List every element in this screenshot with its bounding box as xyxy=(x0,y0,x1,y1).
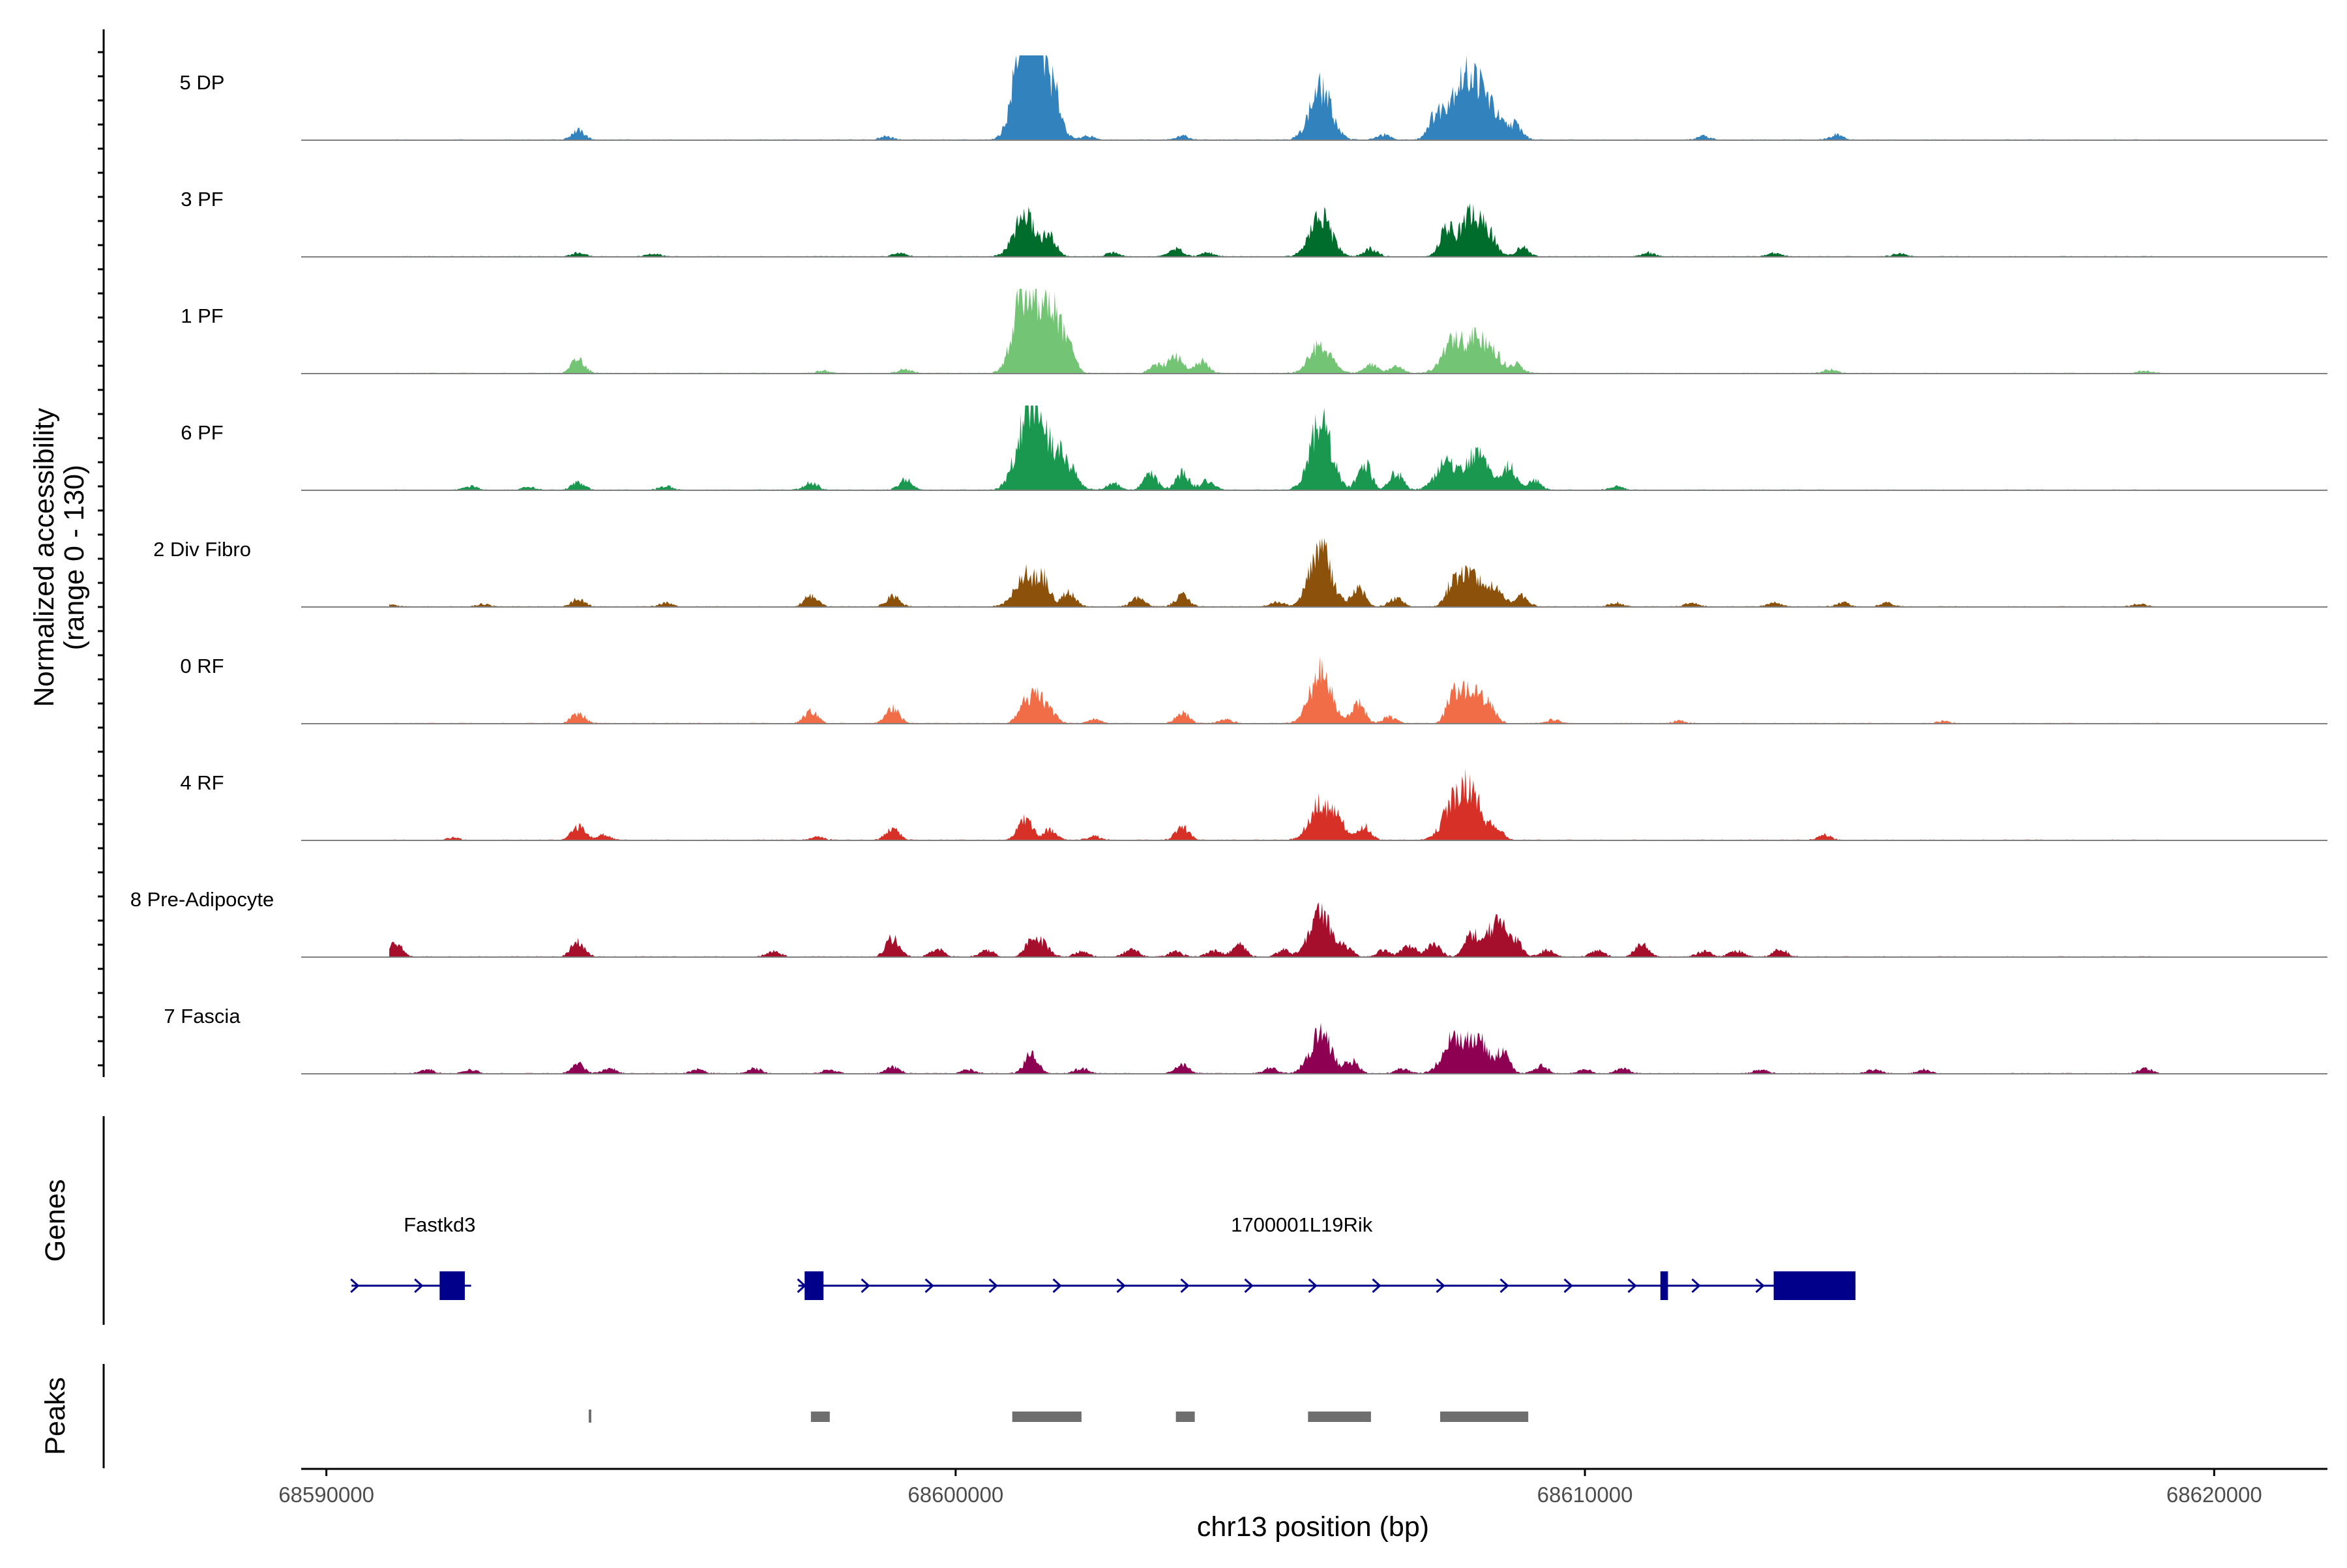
track-label: 2 Div Fibro xyxy=(153,538,251,561)
strand-arrow xyxy=(1499,1278,1509,1294)
coverage-area xyxy=(389,537,2164,607)
x-axis-ticks: 68590000 68600000 68610000 68620000 xyxy=(278,1469,2262,1507)
strand-arrow xyxy=(1308,1278,1318,1294)
x-tick-label: 68610000 xyxy=(1537,1483,1633,1507)
coverage-area xyxy=(389,656,2164,724)
gene-model: 1700001L19Rik xyxy=(797,1213,1856,1300)
strand-arrow xyxy=(861,1278,870,1294)
strand-arrow xyxy=(1436,1278,1445,1294)
coverage-track: 3 PF xyxy=(181,188,2327,258)
track-label: 1 PF xyxy=(181,304,223,327)
coverage-axis-range: (range 0 - 130) xyxy=(59,465,90,650)
strand-arrow xyxy=(1755,1278,1765,1294)
coverage-area xyxy=(389,203,2164,257)
peak-region xyxy=(1440,1412,1529,1422)
strand-arrow xyxy=(1627,1278,1637,1294)
coverage-track: 5 DP xyxy=(180,55,2327,141)
gene-label: Fastkd3 xyxy=(404,1213,475,1236)
coverage-tracks: 5 DP 3 PF 1 PF 6 PF 2 Div Fibro 0 RF 4 RF 8 Pre… xyxy=(130,55,2327,1074)
coverage-y-ticks xyxy=(98,51,104,1067)
coverage-axis: Normalized accessibility (range 0 - 130) xyxy=(29,29,105,1077)
coverage-track: 0 RF xyxy=(180,655,2327,724)
peak-region xyxy=(1012,1412,1082,1422)
peak-region xyxy=(810,1412,830,1422)
x-tick-label: 68600000 xyxy=(908,1483,1003,1507)
coverage-axis-title: Normalized accessibility xyxy=(29,407,60,707)
gene-track: Genes Fastkd3 1700001L19Rik xyxy=(40,1116,1856,1325)
strand-arrow xyxy=(414,1278,424,1294)
coverage-track: 7 Fascia xyxy=(164,1005,2327,1074)
strand-arrow xyxy=(1244,1278,1254,1294)
strand-arrow xyxy=(988,1278,998,1294)
gene-track-title: Genes xyxy=(40,1179,71,1262)
coverage-track: 4 RF xyxy=(180,768,2327,841)
track-label: 5 DP xyxy=(180,71,225,94)
gene-models: Fastkd3 1700001L19Rik xyxy=(350,1213,1856,1300)
peak-track: Peaks xyxy=(40,1364,1529,1468)
coverage-track: 8 Pre-Adipocyte xyxy=(130,888,2327,958)
strand-arrow xyxy=(350,1278,360,1294)
peak-region xyxy=(589,1410,591,1423)
coverage-track: 2 Div Fibro xyxy=(153,537,2327,608)
coverage-area xyxy=(389,902,2164,957)
strand-arrow xyxy=(1052,1278,1062,1294)
gene-exon xyxy=(1660,1271,1668,1300)
coverage-track: 1 PF xyxy=(181,289,2327,374)
peak-region xyxy=(1308,1412,1371,1422)
coverage-track: 6 PF xyxy=(181,406,2327,491)
coverage-area xyxy=(389,55,2164,140)
gene-model: Fastkd3 xyxy=(350,1213,475,1300)
strand-arrow xyxy=(1372,1278,1381,1294)
strand-arrow xyxy=(1116,1278,1126,1294)
gene-exon xyxy=(804,1271,824,1300)
strand-arrow xyxy=(1563,1278,1573,1294)
track-label: 7 Fascia xyxy=(164,1005,241,1028)
gene-exon xyxy=(439,1271,465,1300)
peak-regions xyxy=(589,1410,1529,1423)
strand-arrow xyxy=(1180,1278,1190,1294)
x-axis: 68590000 68600000 68610000 68620000 chr13 p… xyxy=(278,1468,2327,1543)
track-label: 3 PF xyxy=(181,188,223,211)
coverage-area xyxy=(389,406,2164,490)
peak-track-title: Peaks xyxy=(40,1377,71,1455)
strand-arrow xyxy=(1691,1278,1701,1294)
gene-exon xyxy=(1773,1271,1856,1300)
coverage-area xyxy=(389,289,2164,374)
coverage-area xyxy=(389,768,2164,840)
strand-arrow xyxy=(924,1278,934,1294)
x-tick-label: 68590000 xyxy=(278,1483,374,1507)
track-label: 4 RF xyxy=(180,771,224,794)
track-label: 6 PF xyxy=(181,421,223,444)
coverage-area xyxy=(389,1022,2164,1074)
x-tick-label: 68620000 xyxy=(2166,1483,2262,1507)
gene-label: 1700001L19Rik xyxy=(1231,1213,1373,1236)
peak-region xyxy=(1175,1412,1195,1422)
track-label: 0 RF xyxy=(180,655,224,677)
x-axis-title: chr13 position (bp) xyxy=(1197,1511,1429,1543)
track-label: 8 Pre-Adipocyte xyxy=(130,888,274,911)
